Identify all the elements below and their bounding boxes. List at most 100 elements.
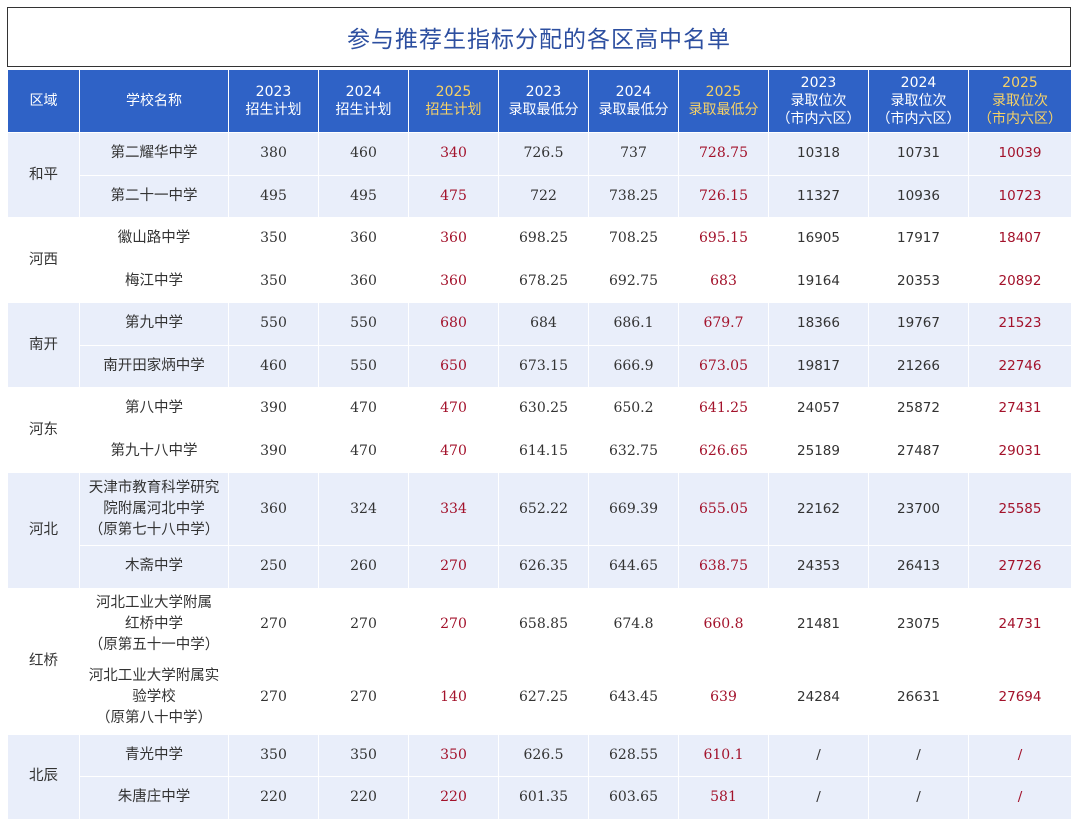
value-cell-7: 638.75	[678, 545, 769, 589]
value-cell-3: 360	[318, 259, 409, 303]
column-header-2: 2023 招生计划	[228, 69, 319, 133]
school-name-line: 河北工业大学附属实	[88, 668, 220, 684]
column-header-8: 2023 录取位次 （市内六区）	[768, 69, 869, 133]
value-cell-2: 550	[228, 302, 319, 346]
column-header-line: 2025	[1002, 75, 1038, 91]
table-row: 河北工业大学附属实 验学校 （原第八十中学） 270 270 140 627.25 643.4…	[8, 660, 1072, 735]
value-cell-5: 678.25	[498, 259, 589, 303]
school-name-line: 院附属河北中学	[103, 500, 205, 517]
value-cell-7: 641.25	[678, 387, 769, 431]
school-name-line: 验学校	[132, 689, 176, 705]
value-cell-2: 350	[228, 259, 319, 303]
school-name-cell: 天津市教育科学研究 院附属河北中学 （原第七十八中学）	[79, 472, 229, 546]
school-name-cell: 朱唐庄中学	[79, 776, 229, 820]
value-cell-9: 19767	[868, 302, 969, 346]
column-header-6: 2024 录取最低分	[588, 69, 679, 133]
table-row: 木斋中学 250 260 270 626.35 644.65 638.75 24353 2641…	[8, 545, 1072, 589]
column-header-line: （市内六区）	[776, 111, 861, 127]
value-cell-4: 220	[408, 776, 499, 820]
column-header-line: 招生计划	[425, 102, 482, 118]
value-cell-8: 16905	[768, 217, 869, 261]
value-cell-6: 632.75	[588, 429, 679, 473]
value-cell-6: 666.9	[588, 344, 679, 388]
school-name-line: 梅江中学	[125, 272, 183, 289]
value-cell-7: 679.7	[678, 302, 769, 346]
value-cell-4: 470	[408, 429, 499, 473]
value-cell-2: 390	[228, 387, 319, 431]
value-cell-9: 10936	[868, 174, 969, 218]
value-cell-5: 684	[498, 302, 589, 346]
school-name-line: 徽山路中学	[117, 230, 191, 247]
value-cell-6: 686.1	[588, 302, 679, 346]
value-cell-8: 24353	[768, 545, 869, 589]
value-cell-10: 10039	[968, 132, 1072, 176]
school-name-line: 南开田家炳中学	[103, 357, 205, 374]
table-row: 河东 第八中学 390 470 470 630.25 650.2 641.25 24057 258…	[7, 387, 1072, 473]
column-header-line: （市内六区）	[978, 111, 1062, 127]
value-cell-3: 460	[318, 132, 409, 176]
school-name-line: 河北工业大学附属	[96, 595, 212, 611]
column-header-line: 2024	[900, 75, 937, 91]
column-header-line: 2025	[705, 84, 742, 100]
value-cell-8: 22162	[768, 472, 869, 546]
value-cell-2: 250	[228, 545, 319, 589]
school-name-cell: 徽山路中学	[79, 217, 229, 261]
value-cell-10: 20892	[968, 259, 1072, 303]
value-cell-5: 722	[498, 174, 589, 218]
table-row: 朱唐庄中学 220 220 220 601.35 603.65 581// /	[8, 776, 1072, 820]
column-header-line: 招生计划	[245, 102, 302, 118]
value-cell-2: 360	[228, 472, 319, 546]
value-cell-4: 340	[408, 132, 499, 176]
value-cell-8: 10318	[768, 132, 869, 176]
table-row: 和平 第二耀华中学 380 460 340 726.5 737 728.75 10318 1073…	[7, 132, 1072, 218]
table-row: 梅江中学 350 360 360 678.25 692.75 683 19164 20353 20…	[8, 259, 1072, 303]
column-header-line: （市内六区）	[876, 111, 961, 127]
value-cell-3: 360	[318, 217, 409, 261]
school-name-cell: 梅江中学	[79, 259, 229, 303]
column-header-line: 录取位次	[992, 93, 1048, 109]
value-cell-6: 643.45	[588, 660, 679, 735]
table-row: 红桥 河北工业大学附属 红桥中学 （原第五十一中学） 270 270 270 658.85 67…	[7, 587, 1072, 735]
region-cell: 河北	[7, 472, 80, 589]
table-row: 南开田家炳中学 460 550 650 673.15 666.9 673.05 19817 21…	[8, 344, 1072, 388]
school-name-cell: 河北工业大学附属实 验学校 （原第八十中学）	[79, 660, 229, 735]
value-cell-7: 683	[678, 259, 769, 303]
school-name-line: 第九中学	[125, 315, 183, 332]
column-header-line: 招生计划	[335, 102, 392, 118]
value-cell-4: 475	[408, 174, 499, 218]
value-cell-2: 390	[228, 429, 319, 473]
value-cell-10: /	[968, 733, 1072, 777]
school-name-line: 木斋中学	[125, 558, 183, 575]
column-header-line: 录取最低分	[598, 102, 669, 118]
value-cell-3: 550	[318, 344, 409, 388]
value-cell-6: 650.2	[588, 387, 679, 431]
table-row: 南开 第九中学 550 550 680 684 686.1 679.7 18366 19767 21…	[7, 302, 1072, 388]
value-cell-2: 220	[228, 776, 319, 820]
value-cell-7: 695.15	[678, 217, 769, 261]
value-cell-4: 140	[408, 660, 499, 735]
column-header-line: 2023	[255, 84, 292, 100]
value-cell-8: 24284	[768, 660, 869, 735]
school-name-line: （原第七十八中学）	[88, 521, 220, 538]
value-cell-9: /	[868, 733, 969, 777]
region-cell: 红桥	[7, 587, 80, 735]
admission-table: 区域 学校名称 2023 招生计划 2024 招生计划 2025 招生计划 2023 录取最低分 2…	[7, 69, 1072, 820]
value-cell-2: 350	[228, 217, 319, 261]
column-header-line: 录取最低分	[688, 102, 759, 118]
value-cell-3: 220	[318, 776, 409, 820]
value-cell-10: 10723	[968, 174, 1072, 218]
value-cell-3: 260	[318, 545, 409, 589]
value-cell-3: 550	[318, 302, 409, 346]
school-name-line: 红桥中学	[125, 616, 183, 632]
value-cell-6: 692.75	[588, 259, 679, 303]
value-cell-5: 630.25	[498, 387, 589, 431]
value-cell-10: /	[968, 776, 1072, 820]
header-row: 区域 学校名称 2023 招生计划 2024 招生计划 2025 招生计划 2023 录取最低分 2…	[7, 69, 1072, 133]
school-name-cell: 第九中学	[79, 302, 229, 346]
value-cell-7: 726.15	[678, 174, 769, 218]
school-name-line: 青光中学	[125, 746, 183, 763]
value-cell-4: 680	[408, 302, 499, 346]
value-cell-8: 21481	[768, 587, 869, 662]
value-cell-7: 610.1	[678, 733, 769, 777]
